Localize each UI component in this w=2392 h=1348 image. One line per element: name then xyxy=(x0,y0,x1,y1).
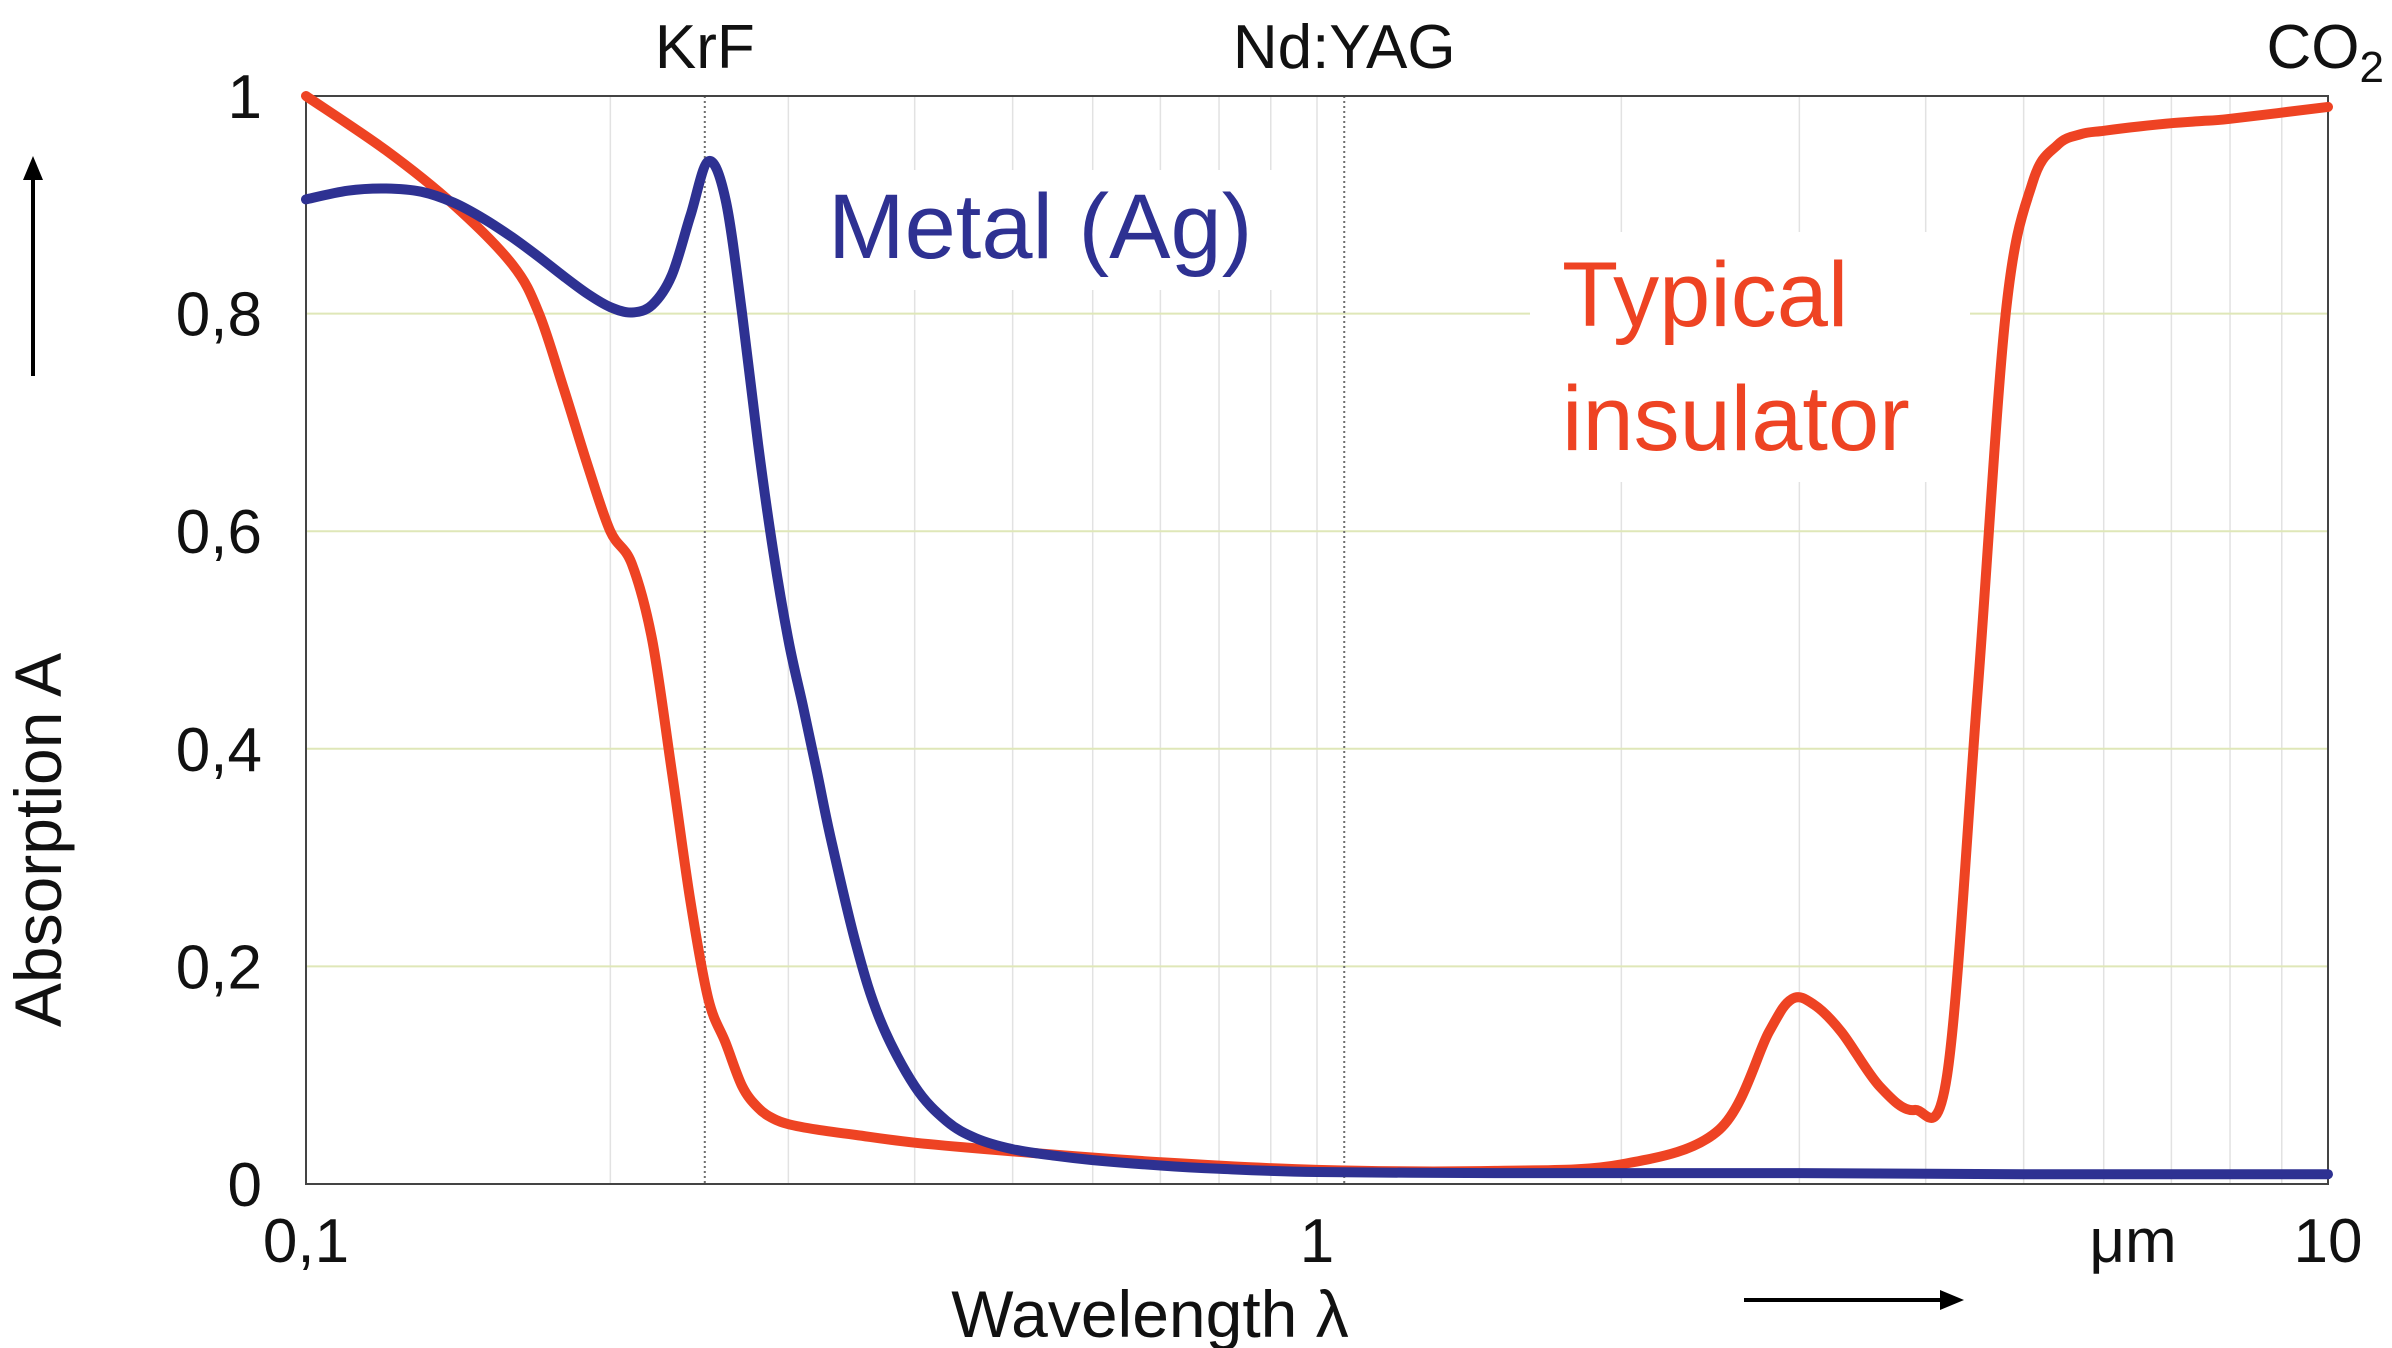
y-tick-label: 0 xyxy=(228,1151,262,1220)
y-tick-label: 0,2 xyxy=(176,933,262,1002)
x-unit-label: μm xyxy=(2089,1207,2176,1276)
x-axis-title: Wavelength λ xyxy=(951,1277,1348,1348)
series-line-metal-ag xyxy=(301,156,2333,1180)
x-tick-label: 0,1 xyxy=(263,1207,349,1276)
laser-marker-label: Nd:YAG xyxy=(1233,13,1456,82)
series-label-background xyxy=(822,170,1300,290)
x-tick-label: 1 xyxy=(1300,1207,1334,1276)
plot-frame xyxy=(305,95,2329,1185)
series-label-metal: Metal (Ag) xyxy=(828,176,1252,278)
series-label-insulator: Typical insulator xyxy=(1562,244,1910,470)
series-label-background xyxy=(1530,232,1970,482)
laser-marker-label: CO2 xyxy=(2267,13,2384,92)
y-tick-label: 0,8 xyxy=(176,281,262,350)
grid-layer xyxy=(306,96,2328,1184)
y-tick-label: 1 xyxy=(228,63,262,132)
y-axis-title: Absorption A xyxy=(1,653,75,1027)
y-tick-label: 0,6 xyxy=(176,498,262,567)
laser-marker-label: KrF xyxy=(655,13,755,82)
y-tick-label: 0,4 xyxy=(176,716,262,785)
x-tick-label: 10 xyxy=(2294,1207,2363,1276)
x-direction-arrow xyxy=(1744,1290,1964,1310)
y-direction-arrow xyxy=(23,156,43,376)
series-layer xyxy=(301,91,2333,1180)
label-layer: 0,1 1 10 0 0,2 0,4 0,6 0,8 1 Metal (Ag) Typical ins… xyxy=(176,63,2363,1276)
